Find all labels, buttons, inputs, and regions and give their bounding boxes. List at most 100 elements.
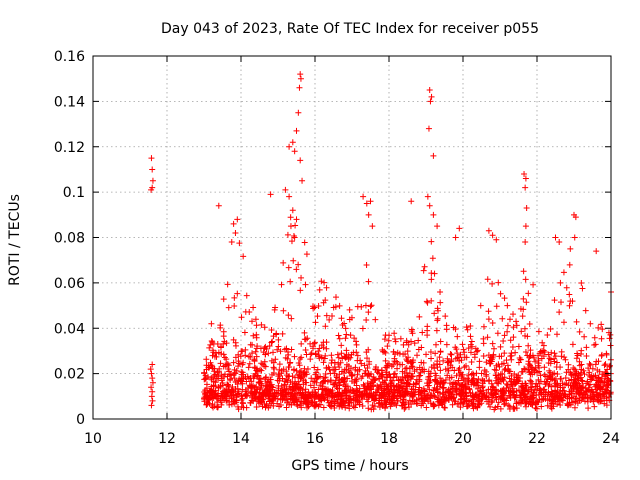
data-point bbox=[519, 383, 526, 390]
data-point bbox=[215, 368, 222, 375]
data-point bbox=[491, 406, 498, 413]
data-point bbox=[253, 404, 260, 411]
data-point bbox=[249, 341, 256, 348]
data-point bbox=[290, 257, 297, 264]
data-point bbox=[405, 341, 412, 348]
data-point bbox=[320, 359, 327, 366]
data-point bbox=[415, 337, 422, 344]
data-point bbox=[540, 393, 547, 400]
data-point bbox=[566, 401, 573, 408]
data-point bbox=[521, 170, 528, 177]
data-point bbox=[468, 358, 475, 365]
data-point bbox=[565, 361, 572, 368]
data-point bbox=[558, 353, 565, 360]
data-point bbox=[469, 370, 476, 377]
data-point bbox=[225, 362, 232, 369]
data-point bbox=[381, 348, 388, 355]
data-point bbox=[567, 370, 574, 377]
data-point bbox=[302, 336, 309, 343]
data-point bbox=[220, 382, 227, 389]
y-tick-label: 0.12 bbox=[54, 140, 85, 156]
data-point bbox=[489, 383, 496, 390]
x-tick-label: 16 bbox=[306, 431, 324, 447]
data-point bbox=[287, 359, 294, 366]
data-point bbox=[569, 341, 576, 348]
data-point bbox=[602, 373, 609, 380]
data-point bbox=[361, 383, 368, 390]
data-point bbox=[231, 375, 238, 382]
data-point bbox=[242, 373, 249, 380]
data-point bbox=[557, 395, 564, 402]
data-point bbox=[587, 381, 594, 388]
data-point bbox=[215, 396, 222, 403]
data-point bbox=[477, 388, 484, 395]
data-point bbox=[275, 336, 282, 343]
data-point bbox=[520, 306, 527, 313]
data-point bbox=[391, 370, 398, 377]
data-point bbox=[601, 362, 608, 369]
data-point bbox=[257, 375, 264, 382]
data-point bbox=[311, 384, 318, 391]
data-point bbox=[346, 405, 353, 412]
data-point bbox=[524, 333, 531, 340]
data-point bbox=[553, 331, 560, 338]
data-point bbox=[551, 377, 558, 384]
data-point bbox=[493, 367, 500, 374]
data-point bbox=[441, 395, 448, 402]
data-point bbox=[476, 364, 483, 371]
data-point bbox=[289, 396, 296, 403]
data-point bbox=[463, 324, 470, 331]
data-point bbox=[347, 389, 354, 396]
data-point bbox=[547, 404, 554, 411]
data-point bbox=[353, 376, 360, 383]
data-point bbox=[423, 298, 430, 305]
data-point bbox=[547, 374, 554, 381]
data-point bbox=[528, 384, 535, 391]
data-point bbox=[339, 403, 346, 410]
data-point bbox=[455, 400, 462, 407]
data-point bbox=[296, 381, 303, 388]
data-point bbox=[276, 361, 283, 368]
data-point bbox=[262, 382, 269, 389]
data-point bbox=[552, 234, 559, 241]
data-point bbox=[444, 355, 451, 362]
data-point bbox=[148, 186, 155, 193]
data-point bbox=[302, 281, 309, 288]
data-point bbox=[211, 372, 218, 379]
data-point bbox=[545, 382, 552, 389]
data-point bbox=[527, 377, 534, 384]
data-point bbox=[604, 382, 611, 389]
data-point bbox=[353, 341, 360, 348]
data-point bbox=[289, 378, 296, 385]
data-point bbox=[361, 390, 368, 397]
data-point bbox=[587, 320, 594, 327]
data-point bbox=[252, 316, 259, 323]
data-point bbox=[332, 294, 339, 301]
data-point bbox=[236, 240, 243, 247]
data-point bbox=[509, 344, 516, 351]
data-point bbox=[489, 340, 496, 347]
data-point bbox=[218, 392, 225, 399]
data-point bbox=[311, 340, 318, 347]
data-point bbox=[403, 356, 410, 363]
data-point bbox=[203, 381, 210, 388]
data-point bbox=[551, 297, 558, 304]
data-point bbox=[421, 368, 428, 375]
data-point bbox=[427, 98, 434, 105]
data-point bbox=[389, 399, 396, 406]
data-point bbox=[474, 404, 481, 411]
data-point bbox=[344, 375, 351, 382]
data-point bbox=[313, 375, 320, 382]
data-point bbox=[493, 303, 500, 310]
data-point bbox=[363, 396, 370, 403]
data-point bbox=[452, 355, 459, 362]
data-point bbox=[567, 298, 574, 305]
data-point bbox=[326, 402, 333, 409]
data-point bbox=[430, 152, 437, 159]
data-point bbox=[522, 184, 529, 191]
data-point bbox=[257, 384, 264, 391]
data-point bbox=[518, 396, 525, 403]
data-point bbox=[452, 234, 459, 241]
data-point bbox=[209, 363, 216, 370]
